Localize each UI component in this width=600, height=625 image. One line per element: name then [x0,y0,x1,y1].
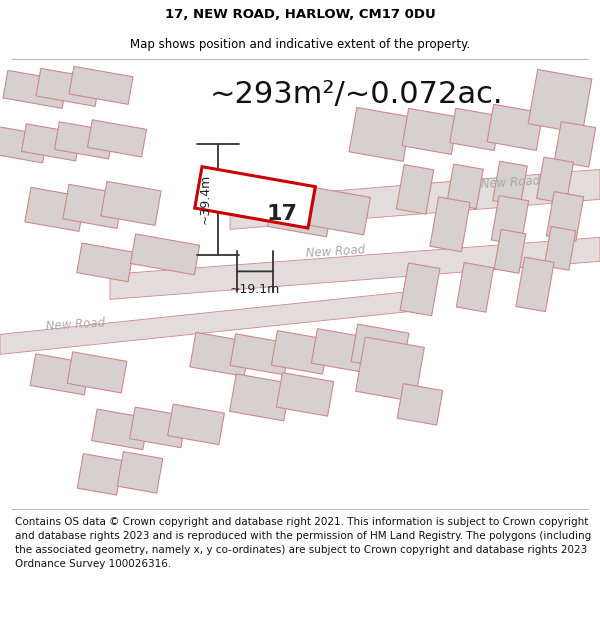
Polygon shape [554,122,596,167]
Polygon shape [130,407,187,447]
Polygon shape [77,454,123,495]
Polygon shape [493,161,527,206]
Text: 17, NEW ROAD, HARLOW, CM17 0DU: 17, NEW ROAD, HARLOW, CM17 0DU [164,8,436,21]
Polygon shape [36,68,100,106]
Polygon shape [67,352,127,393]
Text: ~19.1m: ~19.1m [230,283,280,296]
Polygon shape [397,164,434,214]
Polygon shape [268,192,332,237]
Polygon shape [88,120,146,157]
Polygon shape [3,71,67,108]
Text: ~293m²/~0.072ac.: ~293m²/~0.072ac. [210,80,503,109]
Polygon shape [351,324,409,371]
Polygon shape [356,337,424,402]
Polygon shape [277,372,334,416]
Text: Contains OS data © Crown copyright and database right 2021. This information is : Contains OS data © Crown copyright and d… [15,518,591,569]
Polygon shape [430,197,470,252]
Text: Map shows position and indicative extent of the property.: Map shows position and indicative extent… [130,38,470,51]
Polygon shape [190,332,250,376]
Polygon shape [494,229,526,273]
Text: New Road: New Road [45,316,105,332]
Text: 17: 17 [266,204,298,224]
Polygon shape [0,126,47,163]
Polygon shape [25,188,85,231]
Text: ~39.4m: ~39.4m [199,174,212,224]
Polygon shape [544,226,576,270]
Polygon shape [447,164,483,209]
Polygon shape [516,257,554,312]
Polygon shape [195,167,315,228]
Polygon shape [167,404,224,444]
Polygon shape [101,181,161,226]
Polygon shape [230,334,290,375]
Polygon shape [110,238,600,299]
Polygon shape [271,331,329,374]
Polygon shape [69,66,133,104]
Polygon shape [30,354,90,395]
Polygon shape [547,192,584,241]
Polygon shape [63,184,123,228]
Polygon shape [310,188,370,235]
Polygon shape [55,122,113,159]
Text: New Road: New Road [480,174,540,191]
Polygon shape [397,384,443,425]
Polygon shape [22,124,80,161]
Polygon shape [0,289,430,354]
Polygon shape [117,452,163,493]
Polygon shape [349,107,411,161]
Polygon shape [528,69,592,133]
Polygon shape [92,409,148,449]
Polygon shape [311,329,368,372]
Polygon shape [402,108,458,154]
Polygon shape [230,374,290,421]
Polygon shape [230,169,600,229]
Polygon shape [487,104,543,151]
Text: New Road: New Road [305,243,365,259]
Polygon shape [457,262,494,312]
Polygon shape [77,243,133,282]
Polygon shape [450,108,500,151]
Polygon shape [536,157,574,204]
Polygon shape [130,234,200,275]
Polygon shape [400,263,440,316]
Polygon shape [491,196,529,245]
